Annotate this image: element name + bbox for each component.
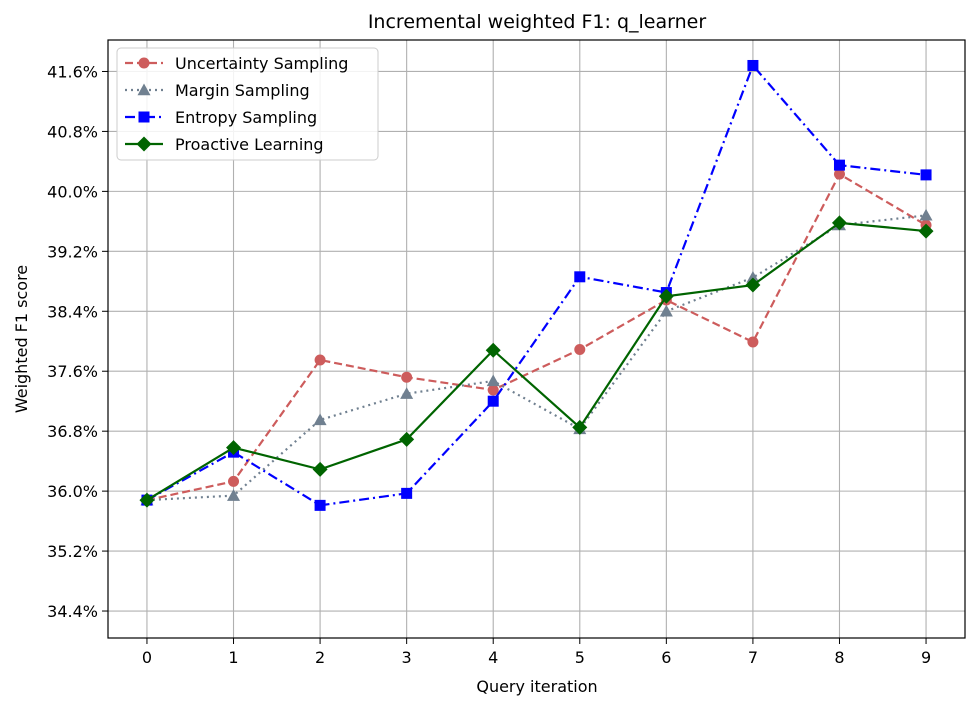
legend-item: Uncertainty Sampling [125,54,348,73]
legend-marker [136,136,152,152]
data-point [399,431,415,447]
legend-label: Entropy Sampling [175,108,317,127]
data-point [401,371,413,383]
legend-box [116,47,379,161]
legend-marker [138,57,150,69]
x-tick-label: 9 [921,648,931,667]
x-tick-label: 5 [575,648,585,667]
data-point [485,342,501,358]
chart-title: Incremental weighted F1: q_learner [368,11,707,33]
x-tick-label: 8 [834,648,844,667]
data-point [486,374,500,387]
legend-item: Margin Sampling [125,81,310,100]
y-tick-label: 40.8% [47,122,98,141]
legend-item: Entropy Sampling [125,108,317,127]
series-layer [139,59,934,511]
x-axis-label: Query iteration [476,677,597,696]
series-line [146,172,927,502]
plot-frame [107,39,966,639]
data-point [313,413,327,426]
y-tick-label: 38.4% [47,302,98,321]
x-tick-label: 0 [142,648,152,667]
y-tick-label: 34.4% [47,602,98,621]
y-axis-ticks: 34.4% 35.2% 36.0% 36.8% 37.6% 38.4% 39.2% 40.0%… [47,62,108,621]
x-axis-ticks: 0 1 2 3 4 5 6 7 8 9 [142,638,931,667]
legend-marker [137,83,151,96]
data-point [572,419,588,435]
series-line [146,221,927,502]
data-point [747,59,759,71]
series-line [146,63,927,507]
x-tick-label: 6 [661,648,671,667]
x-tick-label: 1 [228,648,238,667]
x-tick-label: 7 [748,648,758,667]
data-point [312,461,328,477]
legend-label: Proactive Learning [175,135,324,154]
data-point [920,169,932,181]
data-point [487,395,499,407]
legend: Uncertainty Sampling Margin Sampling Entro… [116,47,379,161]
legend-label: Uncertainty Sampling [175,54,348,73]
data-point [139,492,155,508]
y-tick-label: 35.2% [47,542,98,561]
series-proactive-learning [139,215,934,508]
x-tick-label: 3 [402,648,412,667]
legend-marker [138,111,150,123]
data-point [659,304,673,317]
data-point [400,387,414,399]
x-tick-label: 4 [488,648,498,667]
data-point [833,168,845,180]
data-point [314,354,326,366]
y-axis-label: Weighted F1 score [12,265,31,413]
x-tick-label: 2 [315,648,325,667]
y-tick-label: 36.8% [47,422,98,441]
data-point [833,159,845,171]
legend-item: Proactive Learning [125,135,324,154]
data-point [831,215,847,231]
data-point [314,499,326,511]
y-tick-label: 39.2% [47,242,98,261]
data-point [747,336,759,348]
data-point [228,475,240,487]
data-point [574,343,586,355]
data-point [918,223,934,239]
legend-label: Margin Sampling [175,81,310,100]
data-point [487,384,499,396]
data-point [401,487,413,499]
data-point [919,208,933,221]
y-tick-label: 40.0% [47,182,98,201]
data-point [226,440,242,456]
y-tick-label: 36.0% [47,482,98,501]
data-point [746,271,760,283]
y-tick-label: 41.6% [47,62,98,81]
data-point [745,277,761,293]
data-point [227,489,241,501]
data-point [574,271,586,283]
y-tick-label: 37.6% [47,362,98,381]
data-point [658,288,674,304]
